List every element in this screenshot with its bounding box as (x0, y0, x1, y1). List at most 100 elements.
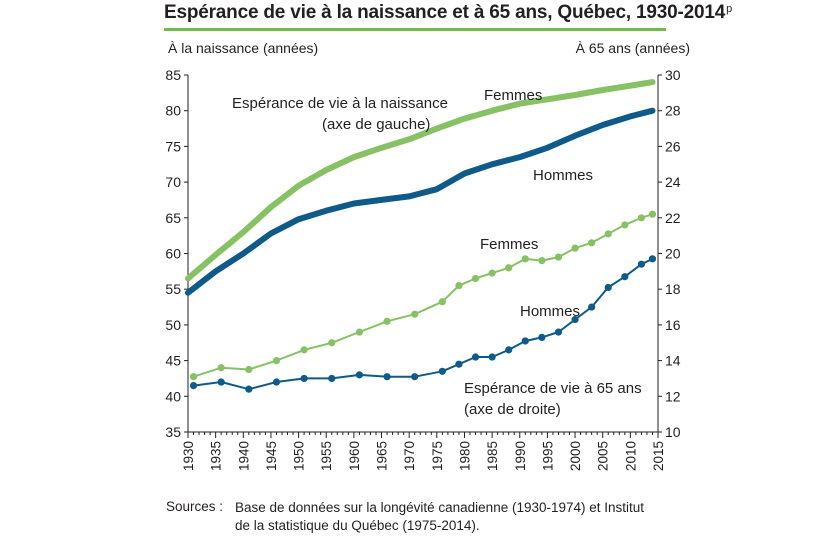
data-point-femmes-65-ans (604, 230, 612, 238)
chart-title: Espérance de vie à la naissance et à 65 … (164, 2, 726, 23)
left-axis-tick-label: 40 (165, 388, 181, 404)
x-axis-tick-label: 1970 (402, 441, 417, 471)
right-axis-tick-label: 26 (665, 138, 681, 154)
x-axis-tick-label: 2005 (596, 441, 611, 471)
data-point-femmes-65-ans (455, 282, 463, 290)
data-point-femmes-65-ans (217, 364, 225, 372)
left-axis-tick-label: 75 (165, 138, 181, 154)
right-axis-title: À 65 ans (années) (575, 40, 690, 56)
data-point-femmes-65-ans (245, 365, 253, 374)
data-point-femmes-65-ans (383, 317, 391, 325)
data-point-femmes-65-ans (300, 346, 308, 354)
x-axis-tick-label: 1990 (513, 441, 528, 471)
data-point-femmes-65-ans (521, 255, 529, 263)
data-point-hommes-65-ans (604, 283, 612, 292)
x-axis-tick-label: 2000 (568, 441, 583, 471)
x-axis-tick-label: 1930 (181, 441, 196, 471)
data-point-hommes-65-ans (217, 378, 225, 386)
data-point-hommes-65-ans (521, 337, 529, 345)
data-point-hommes-65-ans (355, 371, 364, 379)
x-axis-tick-label: 2010 (623, 441, 638, 471)
sources-text: Base de données sur la longévité canadie… (235, 500, 645, 533)
right-axis-tick-label: 20 (665, 246, 681, 262)
data-point-femmes-65-ans (648, 210, 657, 218)
data-point-femmes-65-ans (588, 239, 596, 247)
right-axis-tick-label: 12 (665, 388, 681, 404)
data-point-hommes-65-ans (471, 353, 480, 361)
right-axis-tick-label: 24 (665, 174, 681, 190)
left-axis-tick-label: 65 (165, 210, 181, 226)
data-point-femmes-65-ans (637, 214, 646, 222)
left-axis-tick-label: 60 (165, 246, 181, 262)
annotation-birth-line1: Espérance de vie à la naissance (232, 95, 448, 112)
data-point-femmes-65-ans (471, 274, 480, 283)
data-point-hommes-65-ans (621, 273, 629, 281)
title-superscript: p (726, 2, 733, 15)
left-axis-tick-label: 55 (165, 281, 181, 297)
x-axis-tick-label: 1950 (292, 441, 307, 471)
series-line-hommes-65-ans (192, 257, 654, 391)
data-point-hommes-65-ans (588, 303, 596, 311)
title-rule (164, 28, 666, 31)
x-axis-tick-label: 1980 (457, 441, 472, 471)
x-axis-tick-label: 1955 (319, 441, 334, 471)
left-axis-tick-label: 35 (165, 424, 181, 440)
data-point-femmes-65-ans (538, 257, 546, 265)
left-axis-tick-label: 45 (165, 353, 181, 369)
data-point-femmes-65-ans (411, 310, 419, 318)
x-axis-tick-label: 2015 (651, 441, 666, 471)
right-axis-tick-label: 18 (665, 281, 681, 297)
x-axis-tick-label: 1965 (375, 441, 390, 471)
axes-layer: 35 40 45 50 55 60 65 70 75 80 85 10 12 14 16 18 20 22 24 26… (165, 67, 680, 471)
left-axis-title: À la naissance (années) (168, 40, 319, 56)
labels-layer: Espérance de vie à la naissance (axe de … (232, 87, 642, 418)
x-axis-tick-label: 1975 (430, 441, 445, 471)
data-point-femmes-65-ans (571, 244, 579, 252)
data-point-hommes-65-ans (245, 385, 253, 393)
annotation-birth-line2: (axe de gauche) (322, 116, 430, 133)
annotation-65-line1: Espérance de vie à 65 ans (464, 380, 642, 397)
x-axis-tick-label: 1945 (264, 441, 279, 471)
data-point-femmes-65-ans (272, 357, 281, 365)
data-point-femmes-65-ans (621, 221, 629, 229)
label-femmes-birth: Femmes (484, 87, 542, 104)
series-layer (185, 79, 657, 393)
data-point-hommes-65-ans (455, 360, 463, 368)
right-axis-tick-label: 16 (665, 317, 681, 333)
x-axis-tick-label: 1940 (236, 441, 251, 471)
x-axis-tick-label: 1935 (209, 441, 224, 471)
data-point-femmes-65-ans (554, 253, 563, 261)
left-axis-tick-label: 50 (165, 317, 181, 333)
data-point-hommes-65-ans (538, 333, 546, 341)
right-axis-tick-label: 14 (665, 353, 681, 369)
label-hommes-birth: Hommes (533, 167, 593, 184)
data-point-hommes-65-ans (411, 373, 419, 381)
label-hommes-65: Hommes (520, 303, 580, 320)
data-point-hommes-65-ans (300, 374, 308, 383)
right-axis-tick-label: 28 (665, 103, 681, 119)
data-point-femmes-65-ans (328, 339, 336, 347)
data-point-hommes-65-ans (571, 315, 579, 324)
x-axis-tick-label: 1960 (347, 441, 362, 471)
x-axis-tick-label: 1995 (540, 441, 555, 471)
data-point-hommes-65-ans (637, 260, 646, 268)
right-axis-tick-label: 22 (665, 210, 681, 226)
right-axis-tick-label: 30 (665, 67, 681, 83)
data-point-femmes-65-ans (488, 269, 496, 277)
data-point-hommes-65-ans (505, 346, 513, 354)
data-point-femmes-65-ans (189, 373, 198, 381)
data-point-hommes-65-ans (488, 353, 496, 361)
data-point-hommes-65-ans (648, 255, 657, 263)
data-point-hommes-65-ans (438, 367, 446, 375)
chart-plot: 35 40 45 50 55 60 65 70 75 80 85 10 12 14 16 18 20 22 24 26… (165, 67, 680, 471)
data-point-femmes-65-ans (438, 298, 446, 306)
data-point-hommes-65-ans (328, 374, 336, 383)
annotation-65-line2: (axe de droite) (464, 401, 561, 418)
left-axis-tick-label: 70 (165, 174, 181, 190)
data-point-hommes-65-ans (272, 378, 281, 386)
right-axis-tick-label: 10 (665, 424, 681, 440)
left-axis-tick-label: 80 (165, 103, 181, 119)
series-line-hommes-naissance (185, 107, 656, 296)
data-point-hommes-65-ans (189, 381, 198, 390)
chart-title-block: Espérance de vie à la naissance et à 65 … (164, 2, 732, 24)
